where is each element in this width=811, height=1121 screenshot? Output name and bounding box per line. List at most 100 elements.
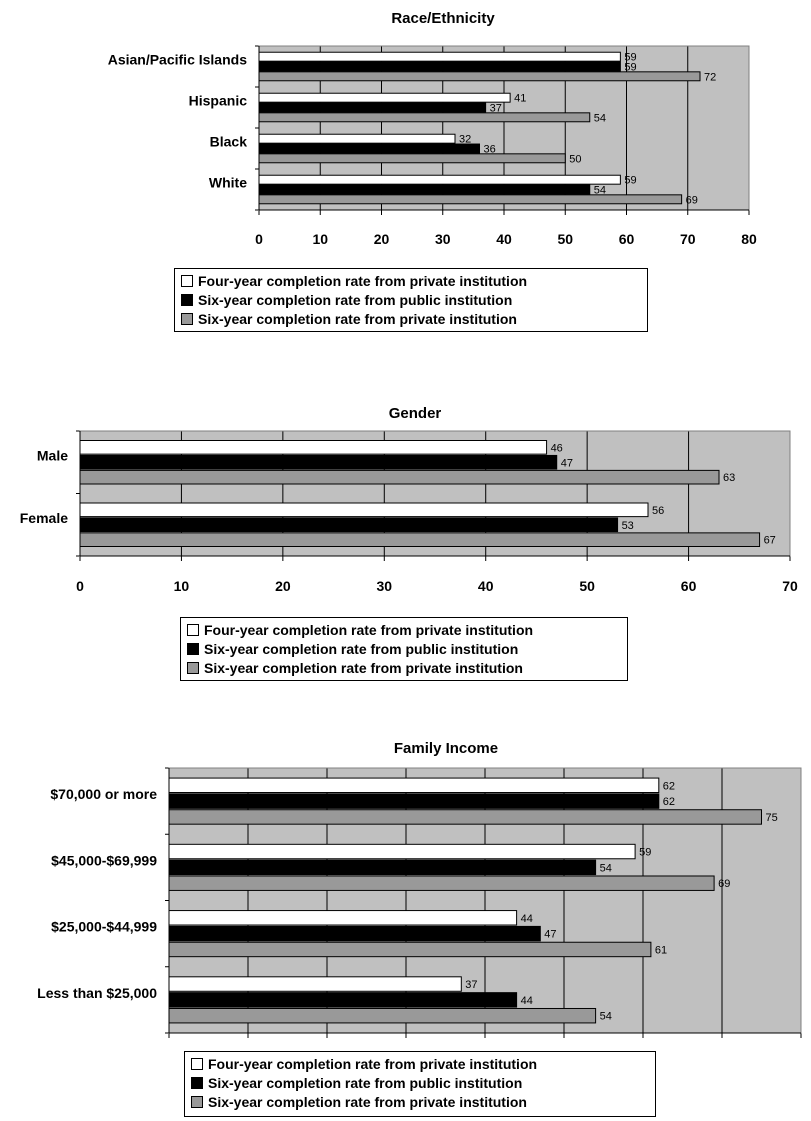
bar [258,102,487,113]
legend-swatch [187,623,199,636]
bar [168,859,597,876]
data-label: 47 [544,929,556,941]
x-tick-label: 70 [680,231,696,247]
data-label: 72 [704,71,716,83]
legend-item-six-year-public: Six-year completion rate from public ins… [187,639,621,658]
legend-swatch [187,661,199,674]
data-label: 59 [624,175,636,187]
x-tick-label: 10 [312,231,328,247]
data-label: 37 [465,979,477,991]
x-tick-label: 20 [374,231,390,247]
legend-item-six-year-public: Six-year completion rate from public ins… [191,1073,649,1092]
category-label: $25,000-$44,999 [51,919,157,935]
bar [79,440,548,455]
legend-label: Six-year completion rate from public ins… [198,291,513,308]
legend-item-four-year-private: Four-year completion rate from private i… [181,271,641,290]
data-label: 54 [600,862,612,874]
legend-swatch [187,642,199,655]
data-label: 54 [594,112,606,124]
bar [168,992,518,1008]
x-tick-label: 0 [76,578,84,594]
legend-label: Four-year completion rate from private i… [204,621,534,638]
bar [258,51,621,62]
legend-item-six-year-public: Six-year completion rate from public ins… [181,290,641,309]
legend-label: Four-year completion rate from private i… [198,272,528,289]
x-tick-label: 40 [496,231,512,247]
data-label: 37 [490,103,502,115]
bar [258,112,591,123]
legend-swatch [191,1095,203,1108]
category-label: Black [210,134,248,150]
data-label: 47 [561,457,573,469]
bar [168,777,660,794]
legend-item-six-year-private: Six-year completion rate from private in… [187,658,621,677]
data-label: 62 [663,780,675,792]
data-label: 41 [514,93,526,105]
chart-title: Gender [389,405,442,422]
x-tick-label: 30 [376,578,392,594]
bar [168,875,715,891]
legend-label: Six-year completion rate from public ins… [204,640,519,657]
chart-race-ethnicity: Race/Ethnicity 0 10 20 30 40 50 60 70 80 Asian/Pa… [0,0,811,360]
chart-title: Race/Ethnicity [391,10,495,27]
category-label: $70,000 or more [50,786,157,802]
bar [258,61,621,72]
chart-svg: Race/Ethnicity 0 10 20 30 40 50 60 70 80 Asian/Pa… [108,10,757,247]
x-tick-label: 40 [478,578,494,594]
data-label: 59 [624,62,636,74]
category-label: Male [37,447,68,463]
legend-label: Six-year completion rate from public ins… [208,1074,523,1091]
bar [168,925,541,942]
bar [168,843,636,860]
legend-item-four-year-private: Four-year completion rate from private i… [191,1054,649,1073]
bar [168,793,660,809]
bar [258,71,701,82]
x-tick-label: 10 [174,578,190,594]
bar [258,174,621,185]
data-label: 67 [764,535,776,547]
chart-gender: Gender 0 10 20 30 40 50 60 70 Male 46 47 63 Female 56… [0,395,811,695]
bar [258,194,683,205]
data-label: 44 [521,995,533,1007]
data-label: 53 [622,520,634,532]
data-label: 69 [718,878,730,890]
bar [258,143,480,154]
data-label: 54 [600,1011,612,1023]
bar [168,809,762,825]
legend: Four-year completion rate from private i… [184,1051,656,1117]
data-label: 61 [655,944,667,956]
x-tick-label: 30 [435,231,451,247]
legend-swatch [181,293,193,306]
plot-area: 0 10 20 30 40 50 60 70 80 Asian/Pacific Islands 59… [108,45,757,247]
data-label: 69 [686,194,698,206]
bar [79,454,558,470]
data-label: 63 [723,472,735,484]
x-tick-label: 20 [275,578,291,594]
category-label: Asian/Pacific Islands [108,52,247,68]
data-label: 75 [766,812,778,824]
category-label: Female [20,510,68,526]
legend-label: Six-year completion rate from private in… [208,1093,527,1110]
bar [168,910,518,926]
legend: Four-year completion rate from private i… [180,617,628,681]
category-label: White [209,175,247,191]
legend-swatch [191,1057,203,1070]
bar [168,941,652,958]
bar [79,532,761,547]
category-label: Hispanic [189,93,248,109]
bar [258,184,591,195]
bar [168,1007,597,1024]
data-label: 59 [639,847,651,859]
legend-label: Six-year completion rate from private in… [198,310,517,327]
legend-swatch [181,312,193,325]
x-tick-label: 50 [579,578,595,594]
bar [258,92,511,103]
bar [258,153,566,164]
data-label: 50 [569,153,581,165]
bar [79,517,619,533]
data-label: 59 [624,52,636,64]
x-tick-label: 60 [681,578,697,594]
